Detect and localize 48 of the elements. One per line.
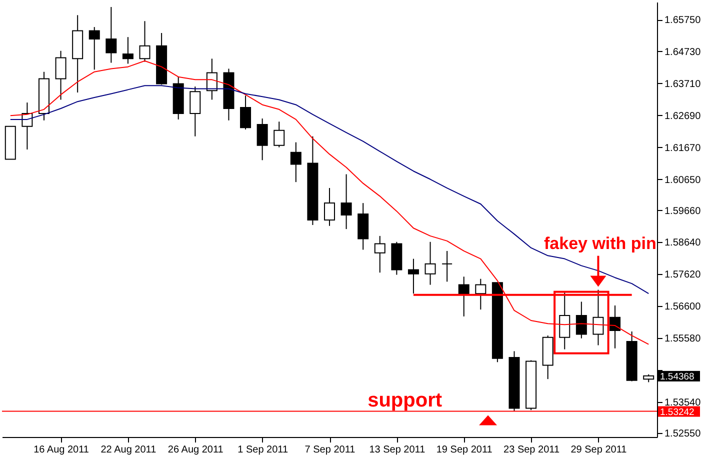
y-tick-label: 1.61670: [664, 142, 702, 154]
y-tick-label: 1.57620: [664, 270, 702, 281]
y-tick-label: 1.58640: [664, 238, 702, 249]
x-tick-label: 7 Sep 2011: [304, 444, 356, 455]
x-tick-label: 29 Sep 2011: [570, 444, 628, 455]
x-tick-label: 19 Sep 2011: [436, 444, 493, 455]
y-tick-label: 1.64730: [664, 46, 702, 58]
candlestick: [240, 95, 252, 130]
candlestick: [88, 26, 100, 70]
y-tick-label: 1.56600: [664, 302, 702, 313]
candlestick: [458, 276, 470, 317]
x-tick-label: 1 Sep 2011: [238, 444, 288, 455]
candlestick: [408, 258, 419, 294]
y-tick-label: 1.52550: [664, 428, 702, 440]
candlestick: [592, 289, 604, 346]
text: 1.54368: [660, 371, 694, 382]
y-tick-label: 1.53540: [664, 397, 702, 408]
candlestick: [374, 235, 386, 274]
candlestick: [610, 304, 621, 349]
x-tick-label: 16 Aug 2011: [34, 444, 90, 455]
annotation: support: [368, 389, 442, 412]
candlestick: [290, 142, 302, 183]
candlestick: [324, 188, 335, 226]
candlestick: [274, 121, 285, 148]
candlestick: [442, 250, 453, 282]
y-tick-label: 1.63710: [664, 78, 702, 90]
x-tick-label: 13 Sep 2011: [369, 444, 426, 455]
candlestick: [559, 292, 570, 350]
y-tick-label: 1.65750: [664, 15, 702, 26]
annotation: fakey with pin: [544, 234, 656, 253]
candlestick: [190, 86, 201, 137]
candlestick: [340, 174, 352, 230]
y-tick-label: 1.55580: [664, 334, 702, 345]
candlestick: [475, 278, 486, 310]
y-tick-label: 1.62690: [664, 110, 702, 122]
x-tick-label: 26 Aug 2011: [168, 444, 224, 455]
candlestick: [139, 20, 150, 62]
y-tick-label: 1.59660: [664, 206, 702, 217]
candlestick: [122, 36, 134, 64]
candlestick: [424, 241, 436, 286]
x-tick-label: 23 Sep 2011: [504, 444, 560, 455]
candlestick: [256, 118, 268, 161]
y-tick-label: 1.60650: [664, 174, 702, 186]
ref-line-label: 1.53242: [660, 406, 694, 418]
candlestick: [576, 301, 587, 339]
x-tick-label: 22 Aug 2011: [100, 444, 157, 455]
candlestick: [106, 6, 117, 64]
candlestick: [55, 50, 66, 100]
